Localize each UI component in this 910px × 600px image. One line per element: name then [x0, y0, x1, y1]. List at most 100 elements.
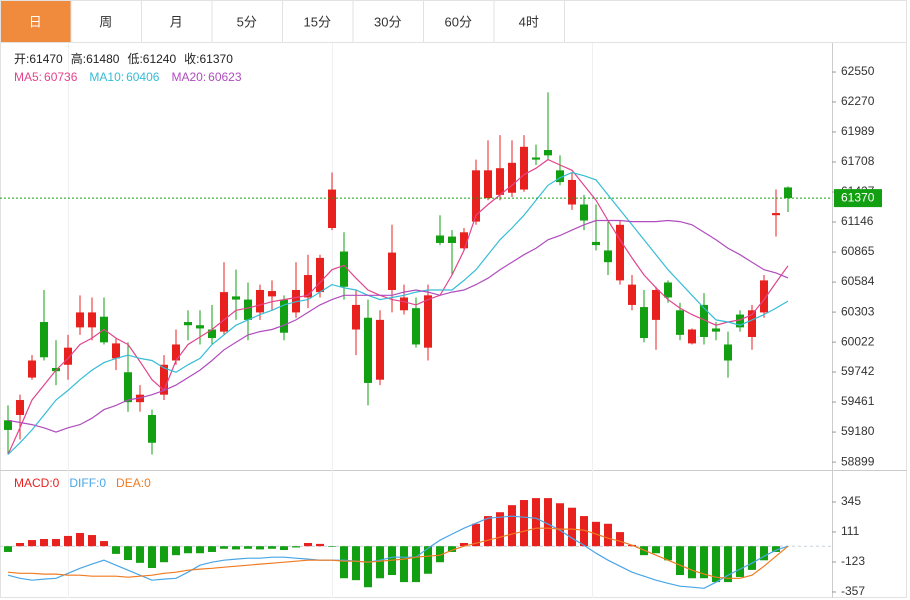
candle-body [436, 235, 444, 243]
y-tick-label: 59461 [841, 394, 875, 408]
candle-body [220, 292, 228, 332]
candle-body [208, 329, 216, 339]
tab-label[interactable]: 日 [29, 14, 42, 29]
macd-bar [664, 546, 672, 561]
tab-label[interactable]: 60分 [445, 14, 472, 29]
y-tick-label: 60584 [841, 274, 875, 288]
macd-bar [172, 546, 180, 556]
macd-bar [712, 546, 720, 583]
candle-body [148, 414, 156, 443]
candle-body [388, 252, 396, 290]
macd-bar [508, 505, 516, 547]
macd-bar [688, 546, 696, 579]
macd-bar [40, 539, 48, 547]
legend-text: 61470 [29, 52, 63, 66]
macd-bar [160, 546, 168, 563]
legend-text: 低: [127, 52, 142, 66]
tab[interactable]: 5分 [212, 1, 283, 42]
y-tick-label: 62270 [841, 94, 875, 108]
tab[interactable]: 60分 [424, 1, 495, 42]
tab[interactable]: 4时 [494, 1, 565, 42]
candle-body [28, 360, 36, 378]
macd-bar [124, 546, 132, 561]
macd-bar [88, 535, 96, 547]
tab[interactable]: 15分 [283, 1, 354, 42]
macd-bar [400, 546, 408, 583]
legend-text: 60406 [126, 70, 160, 84]
candle-body [448, 236, 456, 243]
macd-bar [244, 546, 252, 549]
macd-bar [340, 546, 348, 579]
macd-bar [364, 546, 372, 588]
macd-bar [316, 543, 324, 547]
tab-label[interactable]: 周 [99, 14, 112, 29]
y-tick-label: 59180 [841, 424, 875, 438]
tab[interactable]: 周 [71, 1, 142, 42]
y-tick-label: 345 [841, 494, 861, 508]
candle-body [784, 187, 792, 199]
last-price-box [834, 189, 882, 208]
tab-label[interactable]: 30分 [374, 14, 401, 29]
tab-bg [424, 1, 494, 42]
macd-bar [64, 535, 72, 547]
y-tick-label: 61146 [841, 214, 874, 228]
candle-body [340, 251, 348, 287]
candle-body [700, 304, 708, 337]
candle-body [628, 284, 636, 305]
ma-line [7, 219, 789, 433]
macd-bar [292, 546, 300, 548]
tab-bg [212, 1, 282, 42]
ma-line [7, 171, 789, 455]
y-tick-label: 62550 [841, 64, 875, 78]
legend-text: DIFF: [69, 476, 99, 490]
candle-body [112, 343, 120, 359]
macd-bar [268, 546, 276, 549]
tab[interactable]: 30分 [353, 1, 424, 42]
legend-text: 高: [71, 51, 86, 66]
tab-label[interactable]: 15分 [304, 14, 331, 29]
candle-body [64, 347, 72, 365]
macd-bar [460, 542, 468, 547]
candle-body [424, 295, 432, 348]
tab[interactable]: 月 [142, 1, 213, 42]
candle-body [196, 325, 204, 329]
candle-body [16, 400, 24, 415]
candle-body [616, 224, 624, 281]
macd-bar [256, 546, 264, 550]
legend-text: MACD: [14, 476, 53, 490]
macd-bar [616, 532, 624, 547]
legend-text: 0 [99, 476, 106, 490]
macd-bar [280, 546, 288, 551]
macd-bar [772, 546, 780, 552]
candle-body [328, 189, 336, 229]
candle-body [400, 297, 408, 311]
macd-bar [484, 516, 492, 547]
candle-body [412, 308, 420, 345]
candle-body [160, 364, 168, 395]
y-tick-label: -357 [841, 584, 865, 598]
tab-label[interactable]: 月 [170, 14, 183, 29]
tab-label[interactable]: 5分 [237, 14, 257, 29]
y-tick-label: 59742 [841, 364, 875, 378]
macd-bar [604, 523, 612, 547]
tab-bg [71, 1, 141, 42]
legend-text: 0 [144, 476, 151, 490]
candle-body [544, 150, 552, 156]
macd-bar [352, 546, 360, 581]
tab[interactable]: 日 [1, 1, 72, 42]
legend-text: 60736 [44, 70, 78, 84]
macd-bar [52, 539, 60, 547]
macd-bar [136, 546, 144, 563]
y-tick-label: 60865 [841, 244, 875, 258]
tab-label[interactable]: 4时 [519, 14, 539, 29]
candle-body [760, 280, 768, 313]
macd-bar [676, 546, 684, 576]
macd-bar [184, 546, 192, 554]
tab-bg [494, 1, 564, 42]
macd-bar [28, 540, 36, 547]
macd-line [7, 515, 789, 589]
y-tick-label: 60022 [841, 334, 875, 348]
candle-body [376, 319, 384, 380]
candle-body [652, 289, 660, 320]
